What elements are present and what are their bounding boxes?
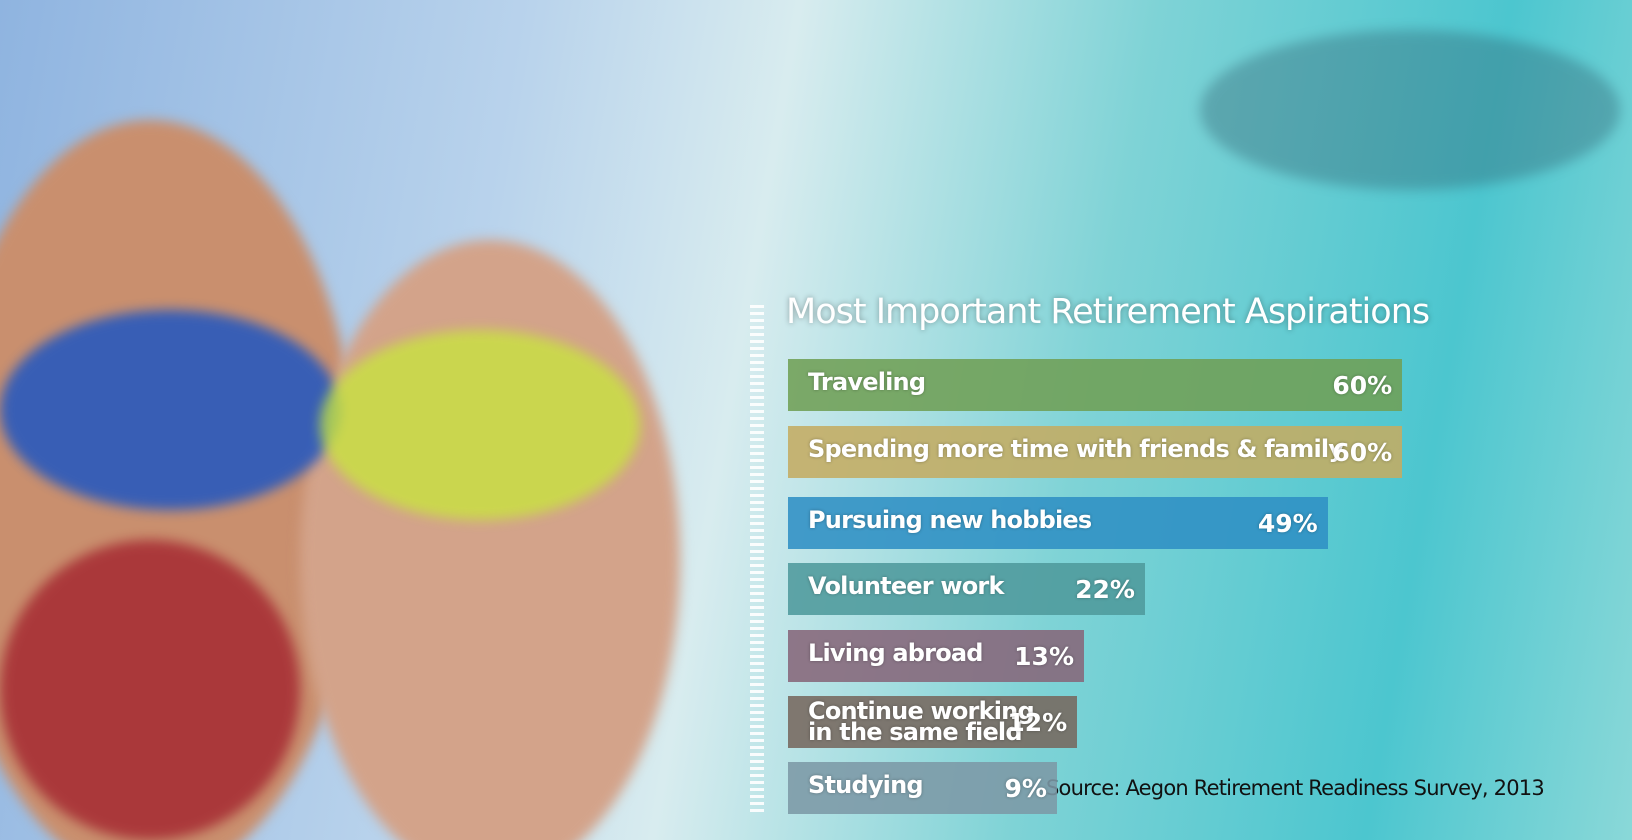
category-label: Traveling <box>808 372 925 393</box>
value-label: 13% <box>974 642 1074 671</box>
photo-mask <box>320 330 640 520</box>
category-label: Pursuing new hobbies <box>808 510 1091 531</box>
value-label: 22% <box>1035 575 1135 604</box>
source-note: Source: Aegon Retirement Readiness Surve… <box>1046 776 1544 800</box>
category-label: Volunteer work <box>808 576 1004 597</box>
chart-title: Most Important Retirement Aspirations <box>786 292 1429 332</box>
category-label: Living abroad <box>808 643 983 664</box>
value-label: 60% <box>1292 371 1392 400</box>
photo-water <box>1200 30 1620 190</box>
photo-vest <box>0 540 300 840</box>
photo-mask <box>0 310 340 510</box>
category-label: Studying <box>808 775 923 796</box>
screen: Most Important Retirement Aspirations So… <box>0 0 1632 840</box>
value-label: 49% <box>1218 509 1318 538</box>
value-label: 60% <box>1292 438 1392 467</box>
value-label: 12% <box>967 708 1067 737</box>
category-label: Spending more time with friends & family <box>808 439 1343 460</box>
value-label: 9% <box>947 774 1047 803</box>
decor-ruler <box>750 305 764 815</box>
